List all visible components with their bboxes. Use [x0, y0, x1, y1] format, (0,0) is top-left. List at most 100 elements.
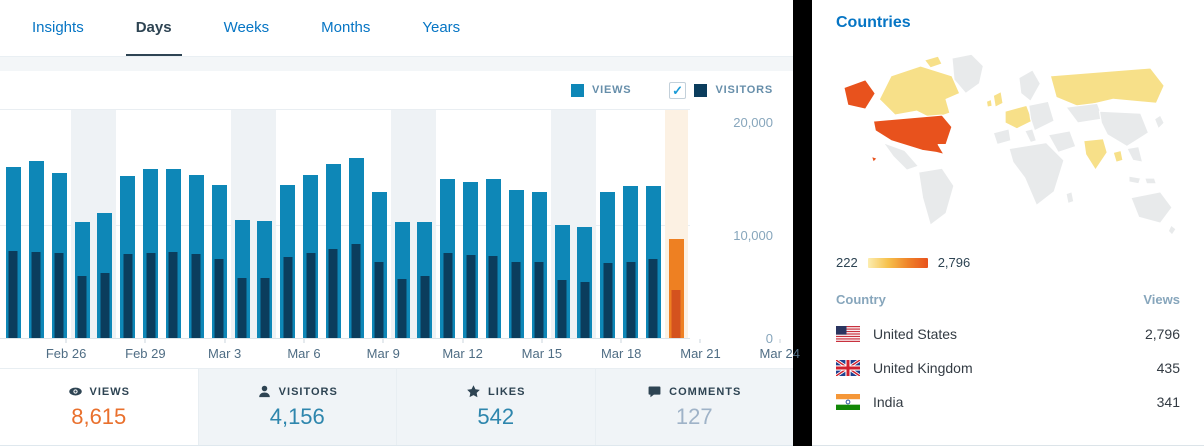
tab-days[interactable]: Days [125, 0, 182, 56]
gridline-10000 [0, 225, 690, 226]
x-tick-label: Mar 9 [366, 346, 400, 361]
views-bar [165, 169, 181, 338]
views-swatch [571, 83, 584, 97]
bar-group[interactable] [2, 110, 25, 338]
visitors-bar [397, 279, 407, 338]
bar-group[interactable] [322, 110, 345, 338]
bar-group[interactable] [528, 110, 551, 338]
check-icon: ✓ [672, 82, 684, 98]
bar-group[interactable] [208, 110, 231, 338]
visitors-bar [374, 262, 384, 338]
country-name: United States [873, 326, 958, 342]
tab-years[interactable]: Years [422, 18, 461, 36]
visitors-bar [648, 259, 658, 338]
y-tick-20000: 20,000 [733, 115, 773, 130]
summary-visitors-label: VISITORS [278, 385, 338, 398]
bar-chart: 20,000 10,000 0 [0, 109, 793, 346]
table-row[interactable]: United States 2,796 [836, 317, 1180, 351]
bar-group[interactable] [413, 110, 437, 338]
visitors-bar [488, 256, 498, 338]
visitors-bar [260, 278, 270, 338]
country-views: 435 [1156, 360, 1180, 376]
views-bar [417, 222, 433, 338]
country-name: United Kingdom [873, 360, 973, 376]
x-tick-label: Mar 12 [442, 346, 483, 361]
tab-months[interactable]: Months [321, 18, 371, 36]
bar-group[interactable] [230, 110, 254, 338]
bar-group[interactable] [573, 110, 597, 338]
visitors-checkbox[interactable]: ✓ [669, 81, 687, 99]
bar-group[interactable] [116, 110, 139, 338]
bar-group[interactable] [253, 110, 277, 338]
visitors-bar [420, 276, 430, 338]
bar-group[interactable] [482, 110, 505, 338]
bar-group[interactable] [619, 110, 642, 338]
summary-comments[interactable]: COMMENTS 127 [595, 369, 793, 445]
legend-views: VIEWS [571, 83, 631, 97]
visitors-bar [123, 254, 133, 338]
visitors-bar [580, 282, 590, 338]
x-tick-mark [224, 339, 226, 343]
views-bar [508, 190, 524, 338]
panel-divider [793, 0, 812, 446]
bar-group[interactable] [642, 110, 665, 338]
bar-group[interactable] [596, 110, 619, 338]
eye-icon [68, 387, 82, 396]
bar-group[interactable] [299, 110, 322, 338]
bar-group[interactable] [139, 110, 162, 338]
bar-group[interactable] [93, 110, 117, 338]
x-tick-label: Feb 26 [45, 346, 87, 361]
visitors-bar [77, 276, 87, 338]
table-row[interactable]: United Kingdom 435 [836, 351, 1180, 385]
bar-group[interactable] [664, 110, 688, 338]
country-table: Country Views Uni [836, 288, 1180, 419]
bar-group[interactable] [390, 110, 414, 338]
summary-views[interactable]: VIEWS 8,615 [0, 369, 199, 445]
table-row[interactable]: India 341 [836, 385, 1180, 419]
bar-group[interactable] [276, 110, 299, 338]
views-bar [5, 167, 21, 338]
bar-group[interactable] [70, 110, 94, 338]
map-legend-min: 222 [836, 255, 858, 270]
visitors-bar [557, 280, 567, 338]
summary-visitors[interactable]: VISITORS 4,156 [198, 369, 397, 445]
views-bar [120, 176, 136, 338]
summary-comments-label: COMMENTS [669, 385, 742, 398]
bar-group[interactable] [550, 110, 574, 338]
visitors-bar [214, 259, 224, 338]
bar-group[interactable] [345, 110, 368, 338]
visitors-bar [626, 262, 636, 338]
summary-visitors-value: 4,156 [269, 404, 325, 429]
period-tabs: Insights Days Weeks Months Years [0, 0, 793, 57]
summary-likes-label: LIKES [488, 385, 526, 398]
x-tick-mark [382, 339, 384, 343]
views-bar [440, 179, 456, 338]
views-bar [280, 185, 296, 338]
tab-weeks[interactable]: Weeks [223, 18, 270, 36]
bar-group[interactable] [368, 110, 391, 338]
bar-group[interactable] [459, 110, 482, 338]
x-tick-mark [462, 339, 464, 343]
views-bar [348, 158, 364, 338]
legend-visitors: ✓ VISITORS [669, 81, 773, 99]
summary-comments-value: 127 [675, 404, 713, 429]
views-bar [463, 182, 479, 338]
bar-group[interactable] [25, 110, 48, 338]
views-bar [600, 192, 616, 338]
country-views: 341 [1156, 394, 1180, 410]
views-bar [51, 173, 67, 338]
bar-group[interactable] [162, 110, 185, 338]
visitors-bar [351, 244, 361, 338]
bar-group[interactable] [436, 110, 459, 338]
summary-likes[interactable]: LIKES 542 [397, 369, 596, 445]
tab-insights[interactable]: Insights [32, 18, 84, 36]
bar-group[interactable] [185, 110, 208, 338]
views-bar [74, 222, 90, 338]
views-bar [257, 221, 273, 338]
bar-group[interactable] [505, 110, 528, 338]
visitors-bar [100, 273, 110, 338]
header-country: Country [836, 292, 886, 307]
y-tick-0: 0 [765, 331, 773, 346]
bar-group[interactable] [48, 110, 71, 338]
visitors-bar [31, 252, 41, 338]
